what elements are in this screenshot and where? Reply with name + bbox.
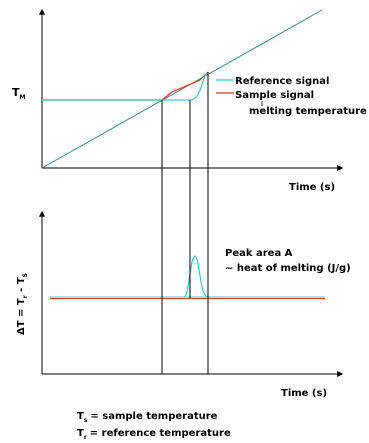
peak-area-label: Peak area A <box>225 248 293 259</box>
bottom-x-axis-label: Time (s) <box>281 388 327 399</box>
sample-signal-line <box>42 72 208 100</box>
heat-of-melting-label: ~ heat of melting (J/g) <box>225 263 351 274</box>
footnote-reference-temperature: Tr = reference temperature <box>77 428 231 441</box>
legend-reference-label: Reference signal <box>235 76 329 87</box>
melting-temperature-label: melting temperature <box>249 106 367 117</box>
reference-signal-line <box>42 72 208 100</box>
top-x-axis-label: Time (s) <box>289 182 335 193</box>
temperature-ramp-line <box>42 10 322 168</box>
footnote-sample-temperature: Ts = sample temperature <box>77 411 218 424</box>
melting-peak <box>184 256 208 297</box>
top-y-axis-label: TM <box>12 86 26 101</box>
bottom-panel: ΔT = Tr - TS Time (s) Peak area A ~ heat… <box>16 212 351 399</box>
footnotes: Ts = sample temperature Tr = reference tem… <box>77 411 231 441</box>
connector-lines <box>162 72 208 374</box>
bottom-y-axis-label: ΔT = Tr - TS <box>16 273 29 335</box>
legend-sample-label: Sample signal <box>235 90 314 101</box>
